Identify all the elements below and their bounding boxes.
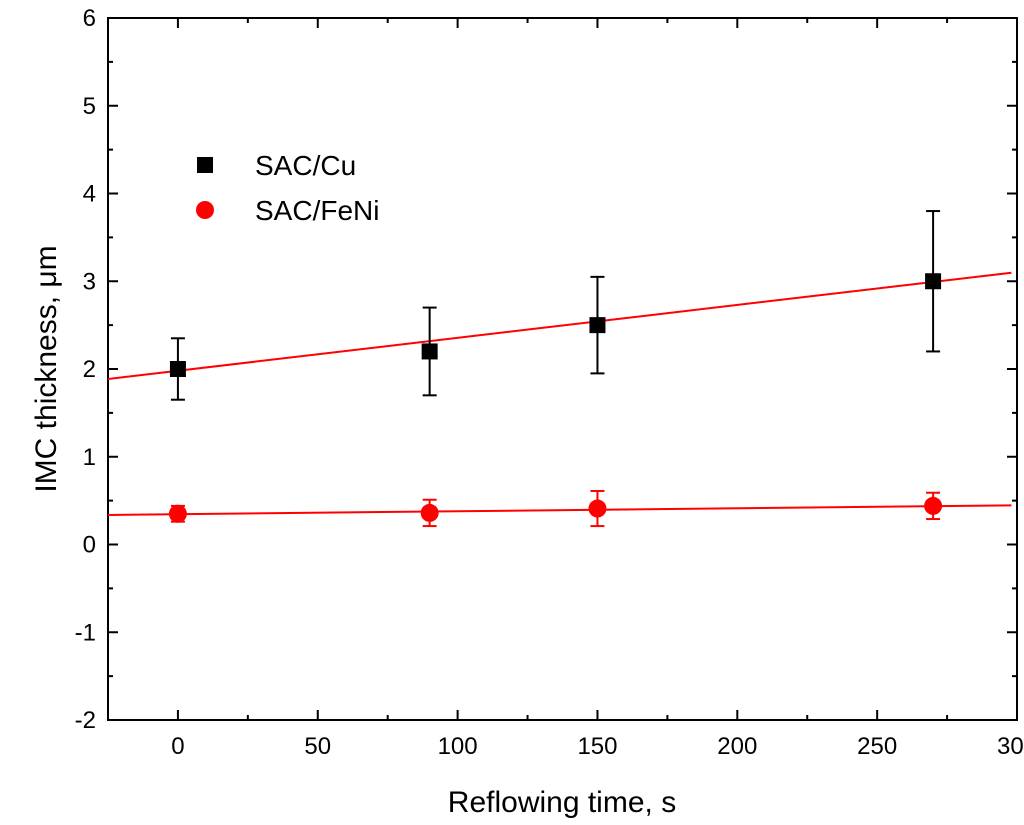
legend: SAC/Cu SAC/FeNi [196, 150, 379, 226]
marker-square [169, 361, 186, 377]
x-tick-label: 50 [304, 733, 331, 760]
x-tick-label: 300 [997, 733, 1024, 760]
y-axis-title: IMC thickness, μm [30, 245, 63, 492]
x-tick-label: 200 [717, 733, 757, 760]
y-tick-label: 3 [83, 268, 96, 295]
data-point-series-1 [168, 504, 187, 523]
marker-square [589, 317, 606, 334]
data-point-series-0 [925, 210, 942, 353]
y-tick-label: -2 [75, 707, 96, 734]
data-point-series-0 [421, 306, 438, 397]
marker-square [925, 273, 942, 290]
x-tick-label: 0 [171, 733, 184, 760]
y-tick-label: 5 [83, 93, 96, 120]
data-point-series-1 [420, 498, 439, 528]
y-tick-label: 4 [83, 181, 96, 208]
y-tick-label: -1 [75, 619, 96, 646]
y-tick-label: 1 [83, 444, 96, 471]
data-points [168, 210, 943, 528]
data-point-series-0 [589, 275, 606, 375]
fit-line-series-1 [107, 504, 1012, 516]
legend-marker-sac-feni [196, 201, 214, 219]
marker-circle [924, 496, 943, 515]
plot-frame [107, 17, 1018, 721]
y-tick-label: 6 [83, 5, 96, 32]
data-point-series-0 [169, 337, 186, 401]
legend-label-sac-cu: SAC/Cu [255, 150, 356, 181]
x-axis-ticks: 0 50 100 150 200 250 300 [107, 18, 1024, 760]
x-tick-label: 100 [438, 733, 478, 760]
x-axis-title: Reflowing time, s [448, 786, 676, 819]
y-tick-label: 0 [83, 532, 96, 559]
marker-circle [168, 504, 187, 523]
fit-lines [107, 271, 1012, 516]
y-axis-ticks: -2 -1 0 1 2 3 4 5 6 [75, 5, 1017, 734]
y-tick-label: 2 [83, 356, 96, 383]
marker-circle [588, 499, 607, 518]
legend-label-sac-feni: SAC/FeNi [255, 195, 379, 226]
data-point-series-1 [924, 491, 943, 521]
x-tick-label: 250 [857, 733, 897, 760]
marker-square [421, 343, 438, 360]
data-point-series-1 [588, 489, 607, 528]
fit-line-series-0 [107, 271, 1012, 380]
marker-circle [420, 503, 439, 522]
x-tick-label: 150 [577, 733, 617, 760]
legend-marker-sac-cu [197, 157, 213, 173]
